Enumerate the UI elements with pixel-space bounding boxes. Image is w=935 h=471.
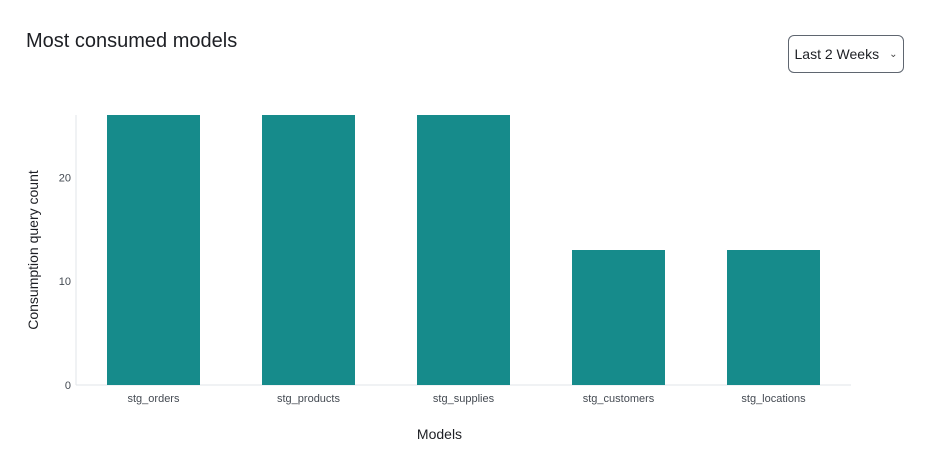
x-tick-label: stg_locations bbox=[741, 393, 806, 405]
y-tick-label: 0 bbox=[65, 380, 71, 392]
bar-stg_customers bbox=[572, 250, 665, 385]
y-axis-label: Consumption query count bbox=[25, 170, 41, 330]
x-axis-label: Models bbox=[417, 426, 462, 442]
x-tick-label: stg_supplies bbox=[433, 393, 495, 405]
time-range-dropdown[interactable]: Last 2 Weeks ⌄ bbox=[788, 35, 904, 73]
x-tick-label: stg_customers bbox=[583, 393, 655, 405]
bar-stg_products bbox=[262, 115, 355, 385]
bar-stg_locations bbox=[727, 250, 820, 385]
bar-stg_supplies bbox=[417, 115, 510, 385]
x-tick-label: stg_products bbox=[277, 393, 340, 405]
y-tick-label: 10 bbox=[59, 276, 71, 288]
bar-stg_orders bbox=[107, 115, 200, 385]
y-tick-label: 20 bbox=[59, 172, 71, 184]
chevron-down-icon: ⌄ bbox=[889, 48, 898, 60]
chart-title: Most consumed models bbox=[26, 30, 238, 52]
x-tick-label: stg_orders bbox=[128, 393, 180, 405]
time-range-value: Last 2 Weeks bbox=[794, 46, 880, 62]
